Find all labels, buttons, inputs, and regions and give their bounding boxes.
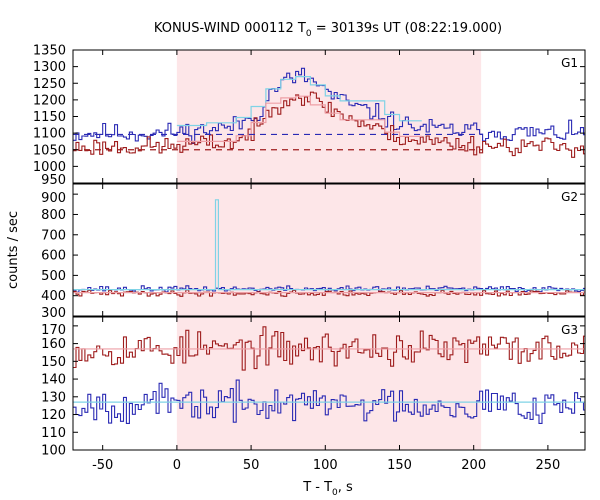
g2-y-tick-label: 700 [41, 228, 66, 243]
g3-y-tick-label: 170 [41, 323, 66, 338]
g2-y-tick-label: 900 [41, 191, 66, 206]
g3-frame [72, 316, 586, 451]
g3-y-tick-label: 120 [41, 408, 66, 423]
g3-y-tick-label: 100 [41, 444, 66, 459]
g1-y-tick-label: 1150 [33, 110, 66, 125]
y-axis-label: counts / sec [6, 211, 21, 289]
g1-blue-step-0 [73, 67, 585, 145]
shaded-interval-layer [176, 50, 482, 450]
g1-shaded-interval [176, 50, 482, 183]
x-tick-label: 250 [535, 458, 560, 473]
g2-frame [72, 183, 586, 317]
g3-y-tick-label: 110 [41, 426, 66, 441]
g3-panel-label: G3 [561, 323, 578, 337]
g2-panel-label: G2 [561, 190, 578, 204]
g3-y-tick-label: 140 [41, 373, 66, 388]
x-tick-label: 50 [243, 458, 260, 473]
g3-shaded-interval [176, 317, 482, 450]
g2-y-tick-label: 300 [41, 306, 66, 321]
chart-title: KONUS-WIND 000112 T0 = 30139s UT (08:22:… [154, 21, 502, 39]
g2-cyan-step-2 [73, 199, 585, 291]
g2-red-step-1 [73, 289, 585, 297]
g2-y-tick-label: 400 [41, 289, 66, 304]
g1-y-tick-label: 1350 [33, 44, 66, 59]
g2-y-tick-label: 800 [41, 208, 66, 223]
g1-panel-label: G1 [561, 56, 578, 70]
x-tick-label: 0 [173, 458, 181, 473]
g2-y-tick-label: 500 [41, 269, 66, 284]
x-tick-label: 100 [313, 458, 338, 473]
x-tick-label: 200 [461, 458, 486, 473]
g1-y-tick-label: 950 [41, 173, 66, 188]
g3-y-tick-label: 130 [41, 390, 66, 405]
g3-series [73, 326, 585, 424]
g2-blue-step-0 [73, 285, 585, 293]
g3-blue-step-1 [73, 379, 585, 424]
g3-y-tick-label: 160 [41, 337, 66, 352]
g3-y-tick-label: 150 [41, 355, 66, 370]
x-tick-label: -50 [92, 458, 113, 473]
g1-y-tick-label: 1050 [33, 143, 66, 158]
g1-series [73, 67, 585, 158]
g1-red-step-1 [73, 91, 585, 158]
g2-series [73, 199, 585, 297]
g3-red-step-0 [73, 326, 585, 371]
g1-y-tick-label: 1000 [33, 160, 66, 175]
tick-layer: 95010001050110011501200125013001350G1300… [33, 44, 585, 473]
series-layer [73, 67, 585, 424]
g2-shaded-interval [176, 184, 482, 316]
g1-pink-step-3 [176, 95, 422, 142]
g1-cyan-step-2 [176, 76, 422, 127]
x-axis-label: T - T0, s [302, 480, 353, 498]
g1-y-tick-label: 1100 [33, 127, 66, 142]
g1-y-tick-label: 1300 [33, 60, 66, 75]
g1-y-tick-label: 1200 [33, 93, 66, 108]
x-tick-label: 150 [387, 458, 412, 473]
g2-y-tick-label: 600 [41, 249, 66, 264]
g1-y-tick-label: 1250 [33, 77, 66, 92]
